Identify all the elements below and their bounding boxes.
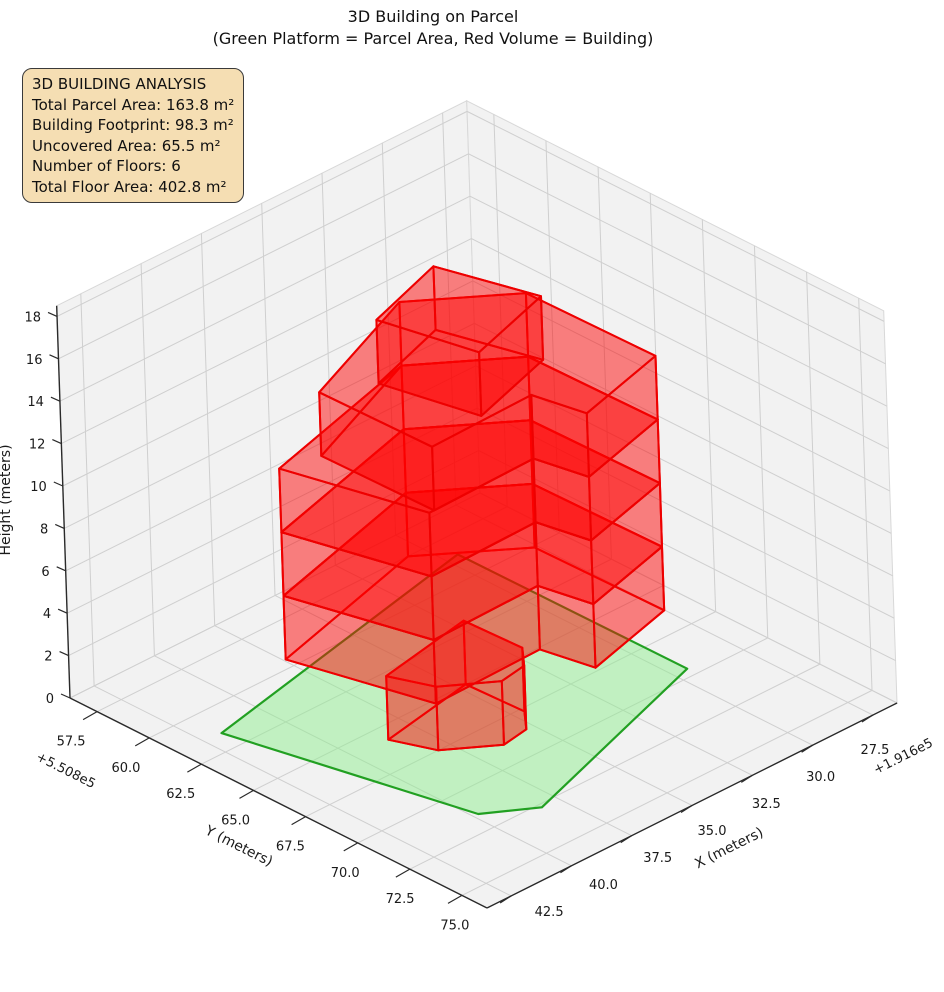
z-tick-label: 2 bbox=[44, 650, 52, 665]
y-tick-label: 65.0 bbox=[221, 813, 250, 828]
chart-title: 3D Building on Parcel (Green Platform = … bbox=[83, 6, 783, 50]
analysis-info-box: 3D BUILDING ANALYSIS Total Parcel Area: … bbox=[22, 68, 245, 203]
building-floor-3 bbox=[280, 419, 663, 641]
info-line-uncovered: Uncovered Area: 65.5 m² bbox=[32, 136, 221, 155]
y-tick-label: 72.5 bbox=[386, 892, 415, 907]
y-tick-label: 60.0 bbox=[111, 761, 140, 776]
y-axis-line bbox=[69, 697, 488, 909]
y-tick-label: 75.0 bbox=[440, 918, 469, 933]
info-line-floor-area: Total Floor Area: 402.8 m² bbox=[32, 177, 227, 196]
building-floor-6 bbox=[375, 265, 545, 417]
info-line-floors: Number of Floors: 6 bbox=[32, 157, 181, 175]
x-tick-label: 35.0 bbox=[698, 824, 727, 839]
y-tick-label: 57.5 bbox=[57, 735, 86, 750]
x-tick-label: 37.5 bbox=[643, 851, 672, 866]
x-tick-label: 32.5 bbox=[752, 797, 781, 812]
z-tick-label: 16 bbox=[26, 353, 43, 368]
z-tick-label: 14 bbox=[27, 395, 44, 410]
y-tick-label: 62.5 bbox=[166, 787, 195, 802]
info-line-parcel-area: Total Parcel Area: 163.8 m² bbox=[32, 95, 235, 114]
building-floor-5 bbox=[318, 292, 659, 512]
x-tick-label: 42.5 bbox=[535, 905, 564, 920]
x-tick-label: 40.0 bbox=[589, 878, 618, 893]
y-tick-label: 70.0 bbox=[331, 866, 360, 881]
info-line-footprint: Building Footprint: 98.3 m² bbox=[32, 116, 234, 134]
building-volume bbox=[278, 265, 666, 752]
z-tick-label: 0 bbox=[46, 692, 54, 707]
chart-title-line1: 3D Building on Parcel bbox=[347, 7, 519, 26]
x-tick-label: 30.0 bbox=[806, 770, 835, 785]
z-tick-label: 4 bbox=[43, 607, 51, 622]
x-tick-label: 27.5 bbox=[860, 743, 889, 758]
y-axis-offset-text: +5.508e5 bbox=[33, 750, 97, 792]
y-tick-label: 67.5 bbox=[276, 840, 305, 855]
building-floor-2 bbox=[282, 482, 666, 705]
y-axis-label: Y (meters) bbox=[202, 822, 276, 870]
z-tick-label: 8 bbox=[40, 522, 48, 537]
building-face bbox=[318, 292, 657, 448]
building-floor-1 bbox=[385, 619, 528, 752]
z-tick-label: 6 bbox=[41, 565, 49, 580]
chart-title-line2: (Green Platform = Parcel Area, Red Volum… bbox=[212, 29, 654, 48]
z-axis-line bbox=[55, 305, 71, 699]
z-tick-label: 12 bbox=[29, 438, 46, 453]
z-tick-label: 18 bbox=[24, 310, 41, 325]
building-face bbox=[375, 265, 542, 354]
z-tick-label: 10 bbox=[30, 480, 47, 495]
info-box-title: 3D BUILDING ANALYSIS bbox=[32, 75, 207, 93]
tick-labels: 42.5 40.0 37.5 35.0 32.5 30.0 27.5 57.5 60.0 62.5… bbox=[24, 310, 889, 933]
z-axis-label: Height (meters) bbox=[0, 444, 14, 555]
